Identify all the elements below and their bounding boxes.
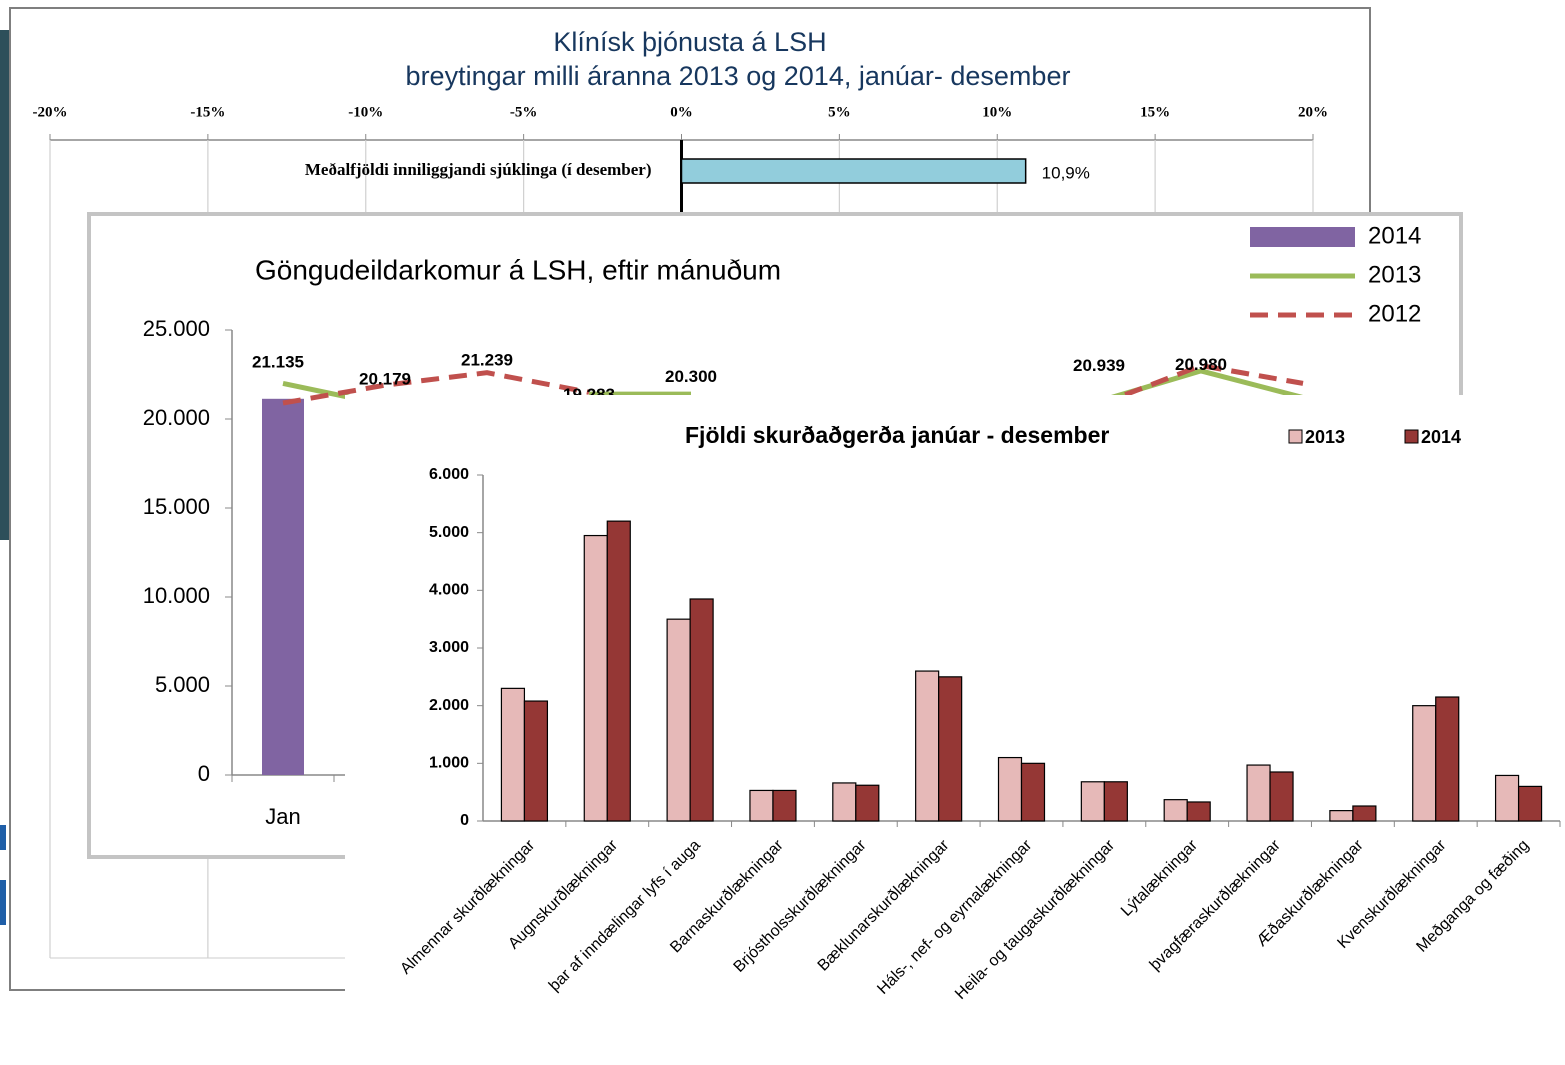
y-tick-label: 4.000: [429, 582, 469, 599]
bar: [939, 677, 962, 821]
legend-key: [1405, 430, 1418, 443]
bar: [999, 758, 1022, 821]
y-tick-label: 20.000: [143, 405, 210, 430]
data-label: 10,9%: [1042, 163, 1090, 182]
bar: [690, 599, 713, 821]
data-label: 20.179: [359, 369, 411, 388]
bar: [1436, 697, 1459, 821]
y-tick-label: 3.000: [429, 639, 469, 656]
bar: [750, 790, 773, 821]
y-tick-label: 0: [198, 761, 210, 786]
legend-label: 2014: [1368, 222, 1421, 249]
bar: [1164, 800, 1187, 821]
legend-label: 2013: [1368, 261, 1421, 288]
bar: [1247, 765, 1270, 821]
y-tick-label: 10.000: [143, 583, 210, 608]
legend-label: 2012: [1368, 300, 1421, 327]
bar: [524, 701, 547, 821]
y-tick-label: 15.000: [143, 494, 210, 519]
y-tick-label: 25.000: [143, 316, 210, 341]
page: {"chart_data": [ {"type": "hbar", "title…: [0, 0, 1565, 1065]
x-tick-label: 0%: [670, 104, 693, 120]
bar: [1104, 782, 1127, 821]
legend-key: [1250, 227, 1355, 247]
x-tick-label: 5%: [828, 104, 851, 120]
data-label: 20.939: [1073, 356, 1125, 375]
x-tick-label: -5%: [510, 104, 538, 120]
y-tick-label: 6.000: [429, 466, 469, 483]
chart-title: Klínísk þjónusta á LSH: [553, 27, 826, 57]
y-tick-label: 0: [460, 812, 469, 829]
collage: Klínísk þjónusta á LSH breytingar milli á…: [0, 0, 1565, 1065]
data-label: 21.239: [461, 350, 513, 369]
background-photo-edge: [0, 30, 10, 540]
bar: [607, 521, 630, 821]
chart-title: Göngudeildarkomur á LSH, eftir mánuðum: [255, 254, 781, 285]
bar: [682, 159, 1026, 183]
y-tick-label: 2.000: [429, 697, 469, 714]
x-tick-label: -20%: [33, 104, 68, 120]
x-tick-label: 10%: [982, 104, 1012, 120]
y-tick-label: 1.000: [429, 755, 469, 772]
background-edge: [0, 880, 6, 925]
bar: [916, 671, 939, 821]
bar: [856, 785, 879, 821]
chart-subtitle: breytingar milli áranna 2013 og 2014, ja…: [406, 61, 1071, 91]
bar: [1081, 782, 1104, 821]
bar: [667, 619, 690, 821]
legend-label: 2013: [1305, 427, 1345, 447]
bar: [262, 399, 304, 775]
bar: [773, 790, 796, 821]
data-label: 20.300: [665, 367, 717, 386]
x-tick-label: 15%: [1140, 104, 1170, 120]
background-edge: [0, 825, 6, 850]
category-label: Meðalfjöldi inniliggjandi sjúklinga (í d…: [305, 160, 652, 179]
bar: [501, 688, 524, 821]
bar: [1187, 802, 1210, 821]
y-tick-label: 5.000: [429, 524, 469, 541]
x-tick-label: Jan: [265, 804, 300, 829]
data-label: 20.980: [1175, 355, 1227, 374]
bar: [1022, 763, 1045, 821]
x-tick-label: 20%: [1298, 104, 1328, 120]
bar: [1330, 811, 1353, 821]
y-tick-label: 5.000: [155, 672, 210, 697]
bar: [1413, 706, 1436, 821]
bar: [1496, 775, 1519, 821]
chart-bar: Fjöldi skurðaðgerða janúar - desember 0 1.…: [345, 395, 1565, 1065]
bar: [1353, 806, 1376, 821]
bar: [1519, 786, 1542, 821]
legend-key: [1289, 430, 1302, 443]
x-tick-label: -15%: [190, 104, 225, 120]
chart-title: Fjöldi skurðaðgerða janúar - desember: [685, 422, 1109, 448]
bar: [1270, 772, 1293, 821]
legend-label: 2014: [1421, 427, 1461, 447]
x-tick-label: -10%: [348, 104, 383, 120]
bar: [833, 783, 856, 821]
bar: [584, 536, 607, 821]
data-label: 21.135: [252, 352, 304, 371]
